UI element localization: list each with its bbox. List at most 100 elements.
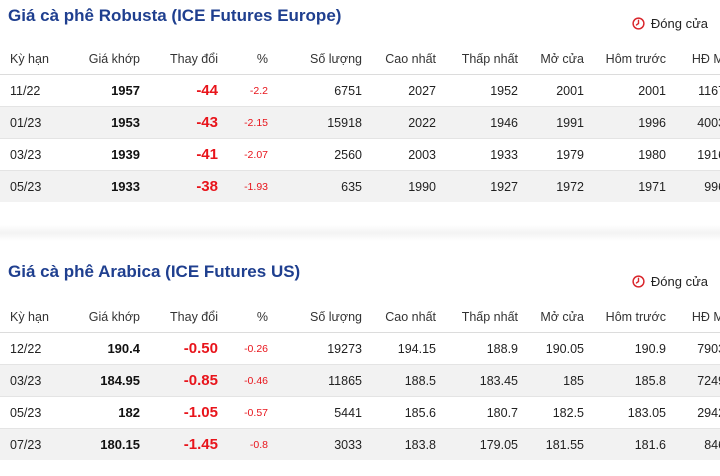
cell-change: -43: [148, 106, 226, 139]
col-header-open-interest[interactable]: HĐ Mở: [674, 44, 720, 75]
col-header-price[interactable]: Giá khớp: [64, 302, 148, 333]
col-header-price[interactable]: Giá khớp: [64, 44, 148, 75]
cell-open-interest: 79035: [674, 332, 720, 365]
cell-term: 05/23: [0, 396, 64, 429]
robusta-status: Đóng cửa: [632, 16, 708, 31]
cell-low: 1927: [444, 170, 526, 202]
arabica-status: Đóng cửa: [632, 274, 708, 289]
clock-icon: [632, 275, 645, 288]
cell-open-interest: 29428: [674, 396, 720, 429]
col-header-volume[interactable]: Số lượng: [276, 302, 370, 333]
robusta-title: Giá cà phê Robusta (ICE Futures Europe): [8, 6, 342, 25]
cell-price: 1939: [64, 138, 148, 171]
col-header-low[interactable]: Thấp nhất: [444, 302, 526, 333]
cell-open: 182.5: [526, 396, 592, 429]
cell-open-interest: 8469: [674, 428, 720, 460]
table-header-row: Kỳ hạn Giá khớp Thay đổi % Số lượng Cao …: [0, 302, 720, 333]
arabica-section: Giá cà phê Arabica (ICE Futures US) Đóng…: [0, 258, 720, 460]
cell-open-interest: 72491: [674, 364, 720, 397]
arabica-header: Giá cà phê Arabica (ICE Futures US) Đóng…: [0, 258, 720, 302]
section-divider: [0, 225, 720, 241]
col-header-open[interactable]: Mở cửa: [526, 44, 592, 75]
col-header-open-interest[interactable]: HĐ Mở: [674, 302, 720, 333]
cell-volume: 11865: [276, 364, 370, 397]
cell-volume: 19273: [276, 332, 370, 365]
cell-high: 194.15: [370, 332, 444, 365]
col-header-percent[interactable]: %: [226, 44, 276, 75]
col-header-term[interactable]: Kỳ hạn: [0, 302, 64, 333]
cell-change: -0.85: [148, 364, 226, 397]
cell-price: 1953: [64, 106, 148, 139]
cell-price: 182: [64, 396, 148, 429]
col-header-volume[interactable]: Số lượng: [276, 44, 370, 75]
cell-low: 1952: [444, 74, 526, 107]
cell-volume: 6751: [276, 74, 370, 107]
arabica-table: Kỳ hạn Giá khớp Thay đổi % Số lượng Cao …: [0, 302, 720, 460]
cell-term: 01/23: [0, 106, 64, 139]
cell-prev: 1980: [592, 138, 674, 171]
cell-price: 184.95: [64, 364, 148, 397]
col-header-low[interactable]: Thấp nhất: [444, 44, 526, 75]
cell-term: 07/23: [0, 428, 64, 460]
cell-price: 1957: [64, 74, 148, 107]
robusta-table: Kỳ hạn Giá khớp Thay đổi % Số lượng Cao …: [0, 44, 720, 202]
cell-high: 185.6: [370, 396, 444, 429]
robusta-header: Giá cà phê Robusta (ICE Futures Europe) …: [0, 0, 720, 44]
cell-volume: 15918: [276, 106, 370, 139]
cell-high: 1990: [370, 170, 444, 202]
cell-open: 190.05: [526, 332, 592, 365]
table-header-row: Kỳ hạn Giá khớp Thay đổi % Số lượng Cao …: [0, 44, 720, 75]
col-header-high[interactable]: Cao nhất: [370, 44, 444, 75]
cell-percent: -2.15: [226, 106, 276, 139]
cell-open-interest: 40033: [674, 106, 720, 139]
col-header-change[interactable]: Thay đổi: [148, 302, 226, 333]
cell-percent: -1.93: [226, 170, 276, 202]
col-header-percent[interactable]: %: [226, 302, 276, 333]
cell-open: 1972: [526, 170, 592, 202]
cell-term: 05/23: [0, 170, 64, 202]
cell-change: -38: [148, 170, 226, 202]
cell-percent: -2.2: [226, 74, 276, 107]
cell-low: 1933: [444, 138, 526, 171]
cell-open: 185: [526, 364, 592, 397]
col-header-prev[interactable]: Hôm trước: [592, 44, 674, 75]
col-header-open[interactable]: Mở cửa: [526, 302, 592, 333]
col-header-change[interactable]: Thay đổi: [148, 44, 226, 75]
cell-prev: 190.9: [592, 332, 674, 365]
cell-open-interest: 19162: [674, 138, 720, 171]
status-label: Đóng cửa: [650, 274, 708, 289]
cell-term: 03/23: [0, 364, 64, 397]
cell-low: 183.45: [444, 364, 526, 397]
cell-open: 181.55: [526, 428, 592, 460]
cell-high: 2027: [370, 74, 444, 107]
col-header-high[interactable]: Cao nhất: [370, 302, 444, 333]
cell-volume: 3033: [276, 428, 370, 460]
cell-price: 180.15: [64, 428, 148, 460]
cell-change: -41: [148, 138, 226, 171]
col-header-prev[interactable]: Hôm trước: [592, 302, 674, 333]
cell-change: -0.50: [148, 332, 226, 365]
col-header-term[interactable]: Kỳ hạn: [0, 44, 64, 75]
cell-prev: 185.8: [592, 364, 674, 397]
cell-low: 180.7: [444, 396, 526, 429]
cell-low: 188.9: [444, 332, 526, 365]
cell-open: 1991: [526, 106, 592, 139]
table-row: 11/22 1957 -44 -2.2 6751 2027 1952 2001 …: [0, 74, 720, 107]
cell-high: 2022: [370, 106, 444, 139]
cell-prev: 1996: [592, 106, 674, 139]
table-row: 05/23 1933 -38 -1.93 635 1990 1927 1972 …: [0, 170, 720, 202]
status-label: Đóng cửa: [650, 16, 708, 31]
cell-term: 12/22: [0, 332, 64, 365]
cell-prev: 2001: [592, 74, 674, 107]
cell-price: 1933: [64, 170, 148, 202]
table-row: 05/23 182 -1.05 -0.57 5441 185.6 180.7 1…: [0, 396, 720, 429]
cell-open: 2001: [526, 74, 592, 107]
cell-price: 190.4: [64, 332, 148, 365]
cell-volume: 5441: [276, 396, 370, 429]
table-row: 03/23 1939 -41 -2.07 2560 2003 1933 1979…: [0, 138, 720, 171]
cell-prev: 181.6: [592, 428, 674, 460]
cell-open-interest: 11671: [674, 74, 720, 107]
robusta-section: Giá cà phê Robusta (ICE Futures Europe) …: [0, 0, 720, 202]
cell-percent: -0.57: [226, 396, 276, 429]
cell-change: -1.45: [148, 428, 226, 460]
